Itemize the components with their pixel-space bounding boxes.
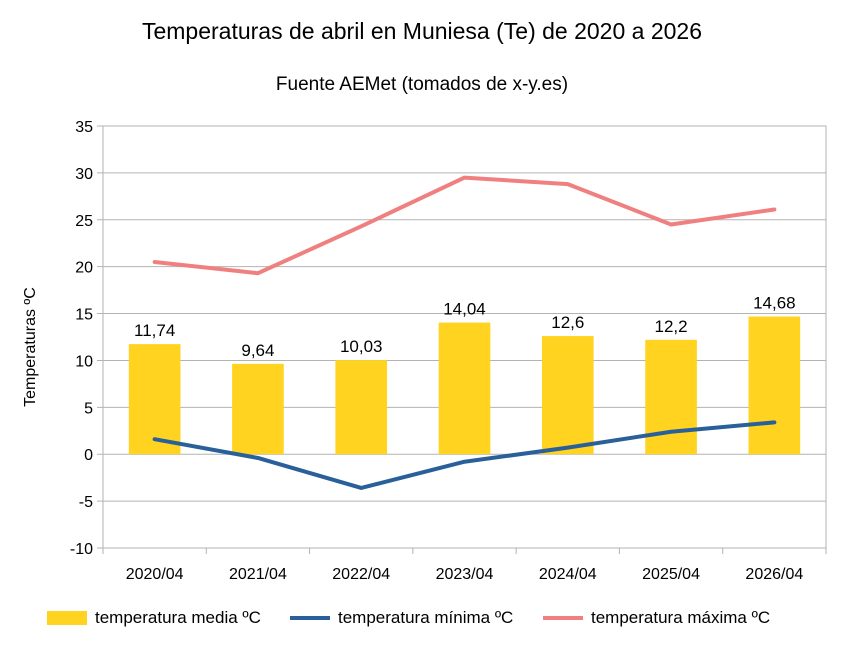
y-tick-label: 35 — [75, 119, 93, 136]
y-tick-label: 20 — [75, 260, 93, 277]
legend-item-minima: temperatura mínima ºC — [290, 608, 513, 628]
legend-swatch-maxima — [543, 616, 583, 620]
bar-2023/04 — [438, 322, 491, 455]
x-tick-label: 2021/04 — [229, 566, 287, 583]
series-line-minima — [152, 420, 777, 490]
legend-label-minima: temperatura mínima ºC — [338, 608, 514, 627]
legend-label-media: temperatura media ºC — [95, 608, 261, 627]
legend-item-media: temperatura media ºC — [47, 608, 261, 628]
y-tick-label: -10 — [70, 541, 93, 558]
y-tick-label: 5 — [84, 400, 93, 417]
y-tick-label: 10 — [75, 353, 93, 370]
plot-frame — [102, 125, 827, 549]
y-tick-label: -5 — [79, 494, 93, 511]
y-tick-label: 25 — [75, 213, 93, 230]
y-tick-label: 30 — [75, 166, 93, 183]
x-tick-label: 2023/04 — [436, 566, 494, 583]
bar-value-label: 11,74 — [134, 321, 175, 340]
chart-title: Temperaturas de abril en Muniesa (Te) de… — [141, 18, 702, 44]
x-tick-label: 2022/04 — [332, 566, 390, 583]
bar-value-label: 9,64 — [241, 341, 274, 360]
bar-value-label: 10,03 — [340, 337, 383, 356]
bar-value-label: 12,2 — [655, 317, 688, 336]
legend-label-maxima: temperatura máxima ºC — [591, 608, 771, 627]
x-tick-label: 2024/04 — [539, 566, 597, 583]
series-line-maxima — [152, 175, 777, 276]
bar-2026/04 — [748, 316, 801, 455]
x-tick-label: 2020/04 — [126, 566, 184, 583]
x-tick-label: 2025/04 — [642, 566, 700, 583]
bar-2021/04 — [232, 363, 284, 455]
x-tick-label: 2026/04 — [745, 566, 803, 583]
bar-2025/04 — [645, 339, 697, 455]
bar-value-label: 14,68 — [753, 294, 796, 313]
bar-2024/04 — [541, 336, 594, 455]
legend-swatch-media — [47, 611, 87, 625]
bar-value-label: 12,6 — [551, 313, 584, 332]
bar-value-label: 14,04 — [443, 300, 486, 319]
y-tick-label: 0 — [84, 447, 93, 464]
chart-subtitle: Fuente AEMet (tomados de x-y.es) — [275, 74, 569, 95]
legend-item-maxima: temperatura máxima ºC — [543, 608, 770, 628]
bar-2020/04 — [128, 344, 181, 455]
legend-swatch-minima — [290, 616, 330, 620]
bar-2022/04 — [335, 360, 388, 455]
y-tick-label: 15 — [75, 307, 93, 324]
